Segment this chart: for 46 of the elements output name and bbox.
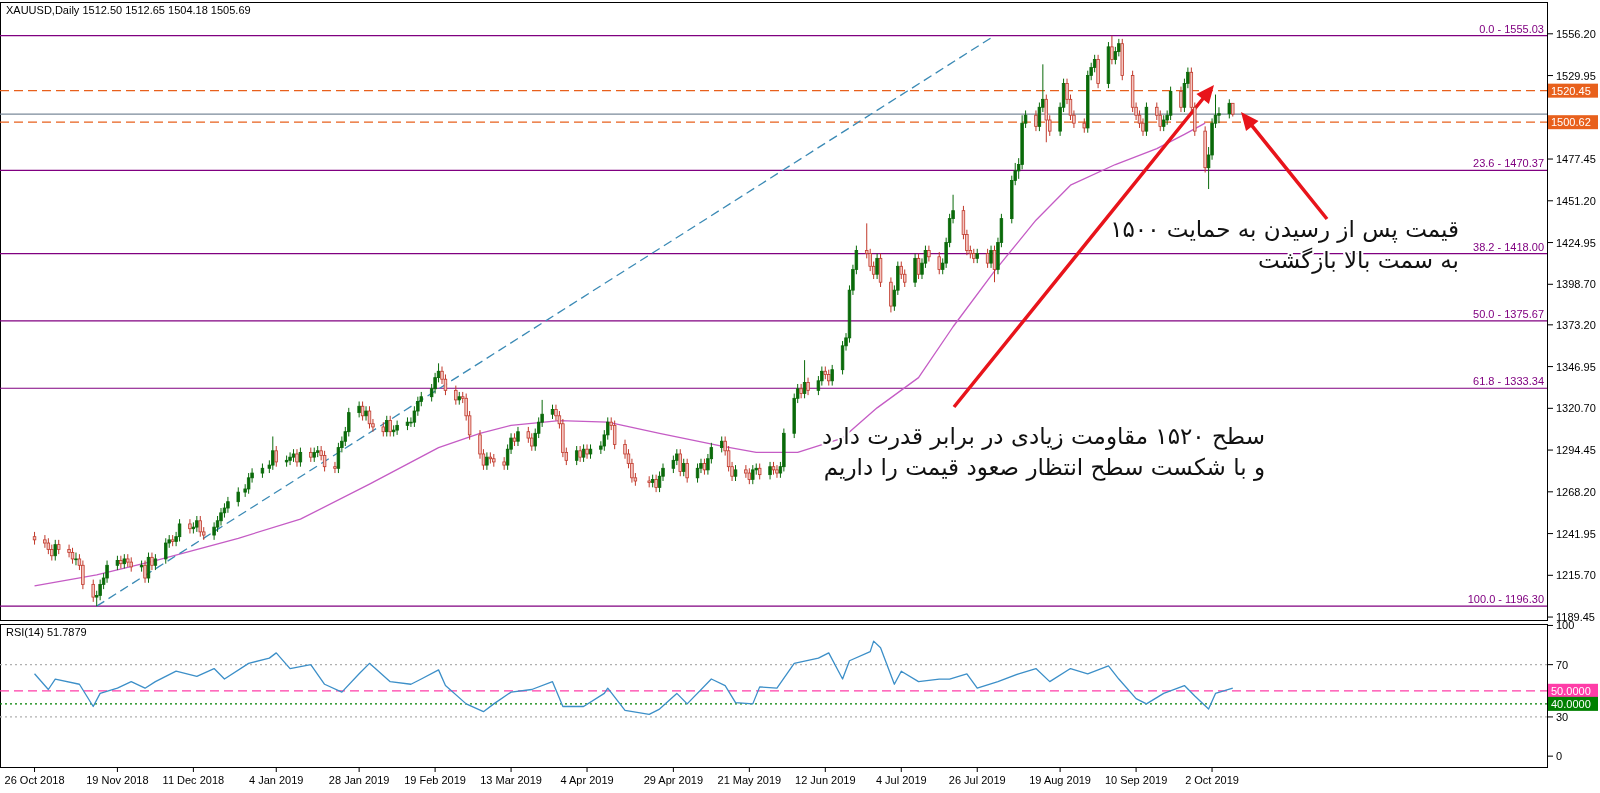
annotation: 38.2 - 1418.00 (1473, 240, 1544, 253)
x-tick-label: 10 Sep 2019 (1104, 774, 1168, 786)
line-series (33, 640, 1234, 715)
annotation: 61.8 - 1333.34 (1473, 375, 1544, 388)
x-tick-label: 2 Oct 2019 (1185, 774, 1239, 786)
ref-line-label: 50.0000 (1551, 684, 1591, 697)
x-tick-label: 29 Apr 2019 (643, 774, 704, 786)
annotation: قیمت پس از رسیدن به حمایت ۱۵۰۰ به سمت بالا بازگشت (1110, 216, 1459, 274)
x-tick-label: 19 Nov 2018 (86, 774, 149, 786)
annotation: 23.6 - 1470.37 (1473, 157, 1544, 170)
y-tick-label: 1346.95 (1556, 360, 1596, 373)
x-tick-label: 26 Jul 2019 (948, 774, 1006, 786)
annotation: 0.0 - 1555.03 (1479, 22, 1544, 35)
annotation: 100.0 - 1196.30 (1467, 593, 1544, 606)
x-tick-label: 28 Jan 2019 (328, 774, 390, 786)
ref-line-label: 1520.45 (1551, 84, 1591, 97)
x-tick-label: 26 Oct 2018 (4, 774, 65, 786)
chart-title: RSI(14) 51.7879 (6, 626, 87, 638)
y-tick-label: 1556.20 (1556, 27, 1596, 40)
x-tick-label: 4 Jan 2019 (249, 774, 304, 786)
annotation: 50.0 - 1375.67 (1473, 307, 1544, 320)
x-tick-label: 19 Feb 2019 (404, 774, 466, 786)
y-tick-label: 0 (1556, 750, 1563, 763)
y-tick-label: 1451.20 (1556, 194, 1596, 207)
x-tick-label: 13 Mar 2019 (480, 774, 542, 786)
x-tick-label: 11 Dec 2018 (162, 774, 225, 786)
y-tick-label: 1373.20 (1556, 318, 1596, 331)
x-tick-label: 4 Apr 2019 (560, 774, 614, 786)
y-tick-label: 1398.70 (1556, 278, 1596, 291)
y-tick-label: 1294.45 (1556, 444, 1596, 457)
x-tick-label: 4 Jul 2019 (875, 774, 927, 786)
y-tick-label: 1424.95 (1556, 236, 1596, 249)
ref-line-label: 1500.62 (1551, 116, 1591, 129)
chart-title: XAUUSD,Daily 1512.50 1512.65 1504.18 1505.69 (6, 4, 251, 16)
ref-line-label: 40.0000 (1551, 697, 1591, 710)
x-tick-label: 21 May 2019 (717, 774, 782, 786)
y-tick-label: 1477.45 (1556, 153, 1596, 166)
y-tick-label: 1320.70 (1556, 402, 1596, 415)
y-tick-label: 30 (1556, 710, 1569, 723)
x-tick-label: 12 Jun 2019 (795, 774, 856, 786)
y-tick-label: 1215.70 (1556, 569, 1596, 582)
x-tick-label: 19 Aug 2019 (1029, 774, 1092, 786)
y-tick-label: 70 (1556, 658, 1569, 671)
y-tick-label: 1529.95 (1556, 69, 1596, 82)
y-tick-label: 1268.20 (1556, 485, 1596, 498)
y-tick-label: 1241.95 (1556, 527, 1596, 540)
